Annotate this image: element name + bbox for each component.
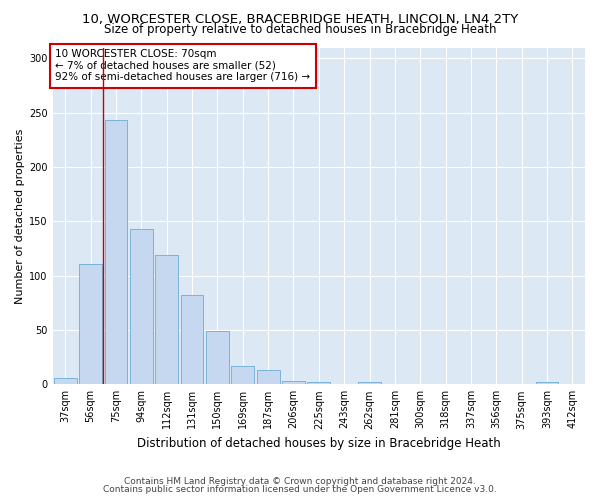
Bar [282,381,305,384]
Text: Contains public sector information licensed under the Open Government Licence v3: Contains public sector information licen… [103,485,497,494]
Bar [232,366,254,384]
Bar [257,370,280,384]
Bar [307,382,330,384]
X-axis label: Distribution of detached houses by size in Bracebridge Heath: Distribution of detached houses by size … [137,437,501,450]
Bar [155,255,178,384]
Bar [358,382,381,384]
Text: 10, WORCESTER CLOSE, BRACEBRIDGE HEATH, LINCOLN, LN4 2TY: 10, WORCESTER CLOSE, BRACEBRIDGE HEATH, … [82,12,518,26]
Bar [536,382,559,384]
Text: Size of property relative to detached houses in Bracebridge Heath: Size of property relative to detached ho… [104,22,496,36]
Text: 10 WORCESTER CLOSE: 70sqm
← 7% of detached houses are smaller (52)
92% of semi-d: 10 WORCESTER CLOSE: 70sqm ← 7% of detach… [55,49,310,82]
Bar [104,120,127,384]
Bar [130,229,153,384]
Text: Contains HM Land Registry data © Crown copyright and database right 2024.: Contains HM Land Registry data © Crown c… [124,477,476,486]
Y-axis label: Number of detached properties: Number of detached properties [15,128,25,304]
Bar [54,378,77,384]
Bar [181,295,203,384]
Bar [79,264,102,384]
Bar [206,331,229,384]
